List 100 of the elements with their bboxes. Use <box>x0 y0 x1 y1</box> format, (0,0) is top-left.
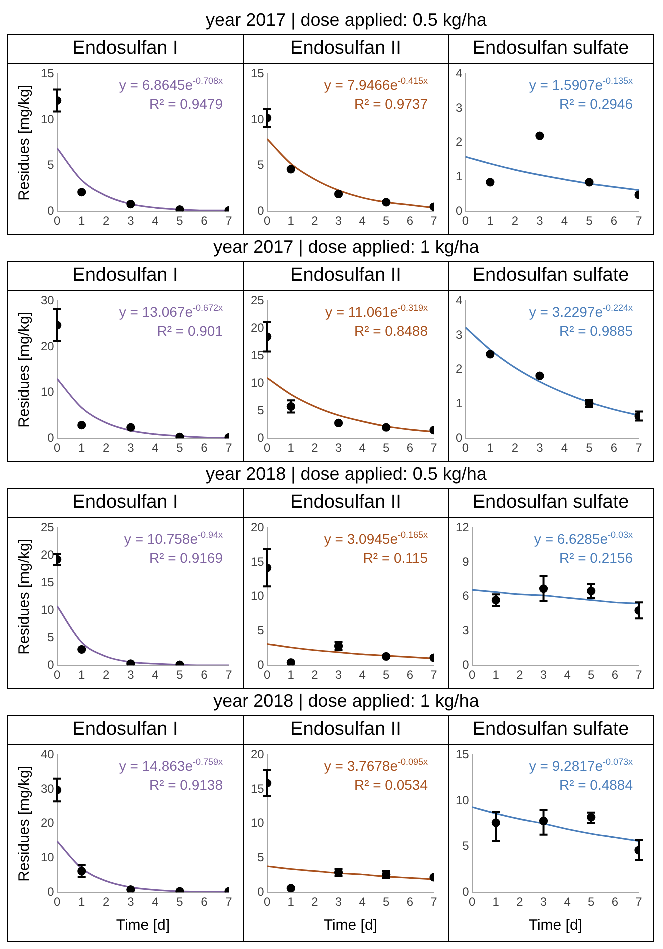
x-tick-label: 6 <box>406 895 414 910</box>
x-tick-label: 6 <box>612 668 619 682</box>
point <box>126 660 136 666</box>
y-tick-label: 1 <box>456 396 463 411</box>
point <box>126 200 136 209</box>
x-tick-label: 4 <box>152 668 160 682</box>
x-tick-label: 7 <box>636 441 643 456</box>
y-tick-label: 3 <box>456 100 463 115</box>
x-tick-label: 7 <box>636 214 643 228</box>
x-tick-label: 1 <box>78 668 86 682</box>
chart-title: Endosulfan II <box>244 716 448 745</box>
x-tick-label: 5 <box>383 668 390 682</box>
y-tick-label: 0 <box>258 430 265 445</box>
x-axis-title: Time [d] <box>116 917 170 934</box>
x-tick-label: 6 <box>406 441 414 456</box>
x-tick-label: 7 <box>226 895 233 910</box>
y-tick-label: 40 <box>40 748 55 762</box>
x-tick-label: 6 <box>201 214 208 228</box>
x-tick-label: 3 <box>536 214 544 228</box>
y-axis-title: Residues [mg/kg] <box>16 312 34 428</box>
x-tick-label: 7 <box>430 214 438 228</box>
x-tick-label: 4 <box>359 895 366 910</box>
x-tick-label: 3 <box>128 895 135 910</box>
annotation: R² = 0.4884 <box>559 777 634 794</box>
y-tick-label: 15 <box>250 554 265 569</box>
point <box>334 418 344 428</box>
x-tick-label: 4 <box>561 214 568 228</box>
x-tick-label: 6 <box>406 668 414 682</box>
y-tick-label: 30 <box>40 782 55 796</box>
y-tick-label: 6 <box>462 589 470 604</box>
x-tick-label: 4 <box>152 214 160 228</box>
annotation: R² = 0.8488 <box>354 323 428 340</box>
x-tick-label: 3 <box>128 441 135 456</box>
x-tick-label: 7 <box>226 441 233 456</box>
x-tick-label: 4 <box>561 441 568 456</box>
x-tick-label: 2 <box>103 441 110 456</box>
line-series <box>472 589 639 605</box>
chart-title: Endosulfan sulfate <box>449 35 653 64</box>
y-tick-label: 2 <box>456 362 463 376</box>
y-tick-label: 0 <box>456 430 463 445</box>
y-tick-label: 20 <box>40 339 55 354</box>
x-tick-label: 5 <box>383 214 390 228</box>
x-tick-label: 1 <box>487 441 494 456</box>
x-tick-label: 6 <box>610 214 618 228</box>
y-tick-label: 10 <box>456 793 470 808</box>
x-tick-label: 3 <box>536 441 544 456</box>
y-tick-label: 12 <box>456 520 470 535</box>
chart-title: Endosulfan II <box>244 35 448 64</box>
x-tick-label: 2 <box>512 441 519 456</box>
y-tick-label: 2 <box>456 135 463 150</box>
x-tick-label: 6 <box>406 214 414 228</box>
x-tick-label: 3 <box>540 895 548 910</box>
x-tick-label: 7 <box>636 668 643 682</box>
y-tick-label: 20 <box>250 320 265 335</box>
y-tick-label: 5 <box>462 839 470 854</box>
x-tick-label: 7 <box>226 668 233 682</box>
y-tick-label: 0 <box>48 884 55 899</box>
x-tick-label: 2 <box>512 214 519 228</box>
y-tick-label: 0 <box>462 658 470 672</box>
x-tick-label: 5 <box>383 441 390 456</box>
x-tick-label: 7 <box>226 214 233 228</box>
x-tick-label: 2 <box>516 668 524 682</box>
x-tick-label: 7 <box>430 668 438 682</box>
x-tick-label: 4 <box>359 668 366 682</box>
x-tick-label: 6 <box>201 668 208 682</box>
chart-title: Endosulfan II <box>244 489 448 518</box>
y-tick-label: 5 <box>258 158 265 172</box>
point <box>382 198 391 207</box>
y-tick-label: 0 <box>48 430 55 445</box>
x-tick-label: 2 <box>312 214 319 228</box>
point <box>382 652 391 661</box>
x-tick-label: 1 <box>78 441 86 456</box>
y-tick-label: 0 <box>456 204 463 218</box>
x-tick-label: 1 <box>288 214 295 228</box>
x-tick-label: 6 <box>201 441 208 456</box>
x-tick-label: 1 <box>78 214 86 228</box>
x-tick-label: 1 <box>492 668 500 682</box>
x-tick-label: 4 <box>152 441 160 456</box>
point <box>78 188 86 197</box>
point <box>486 178 495 187</box>
point <box>176 205 184 212</box>
y-tick-label: 0 <box>258 884 265 899</box>
chart-title: Endosulfan I <box>8 489 243 518</box>
x-tick-label: 4 <box>359 214 366 228</box>
y-tick-label: 5 <box>48 158 55 172</box>
x-tick-label: 5 <box>176 895 184 910</box>
y-tick-label: 15 <box>250 782 265 796</box>
point <box>486 350 495 359</box>
x-tick-label: 2 <box>103 895 110 910</box>
chart-subtitle: year 2018 | dose applied: 0.5 kg/ha <box>206 464 487 484</box>
annotation: R² = 0.9169 <box>149 550 224 566</box>
point <box>536 372 544 380</box>
y-tick-label: 15 <box>250 348 265 362</box>
chart-title: Endosulfan sulfate <box>449 489 653 518</box>
x-tick-label: 3 <box>128 668 135 682</box>
point <box>286 165 296 174</box>
x-tick-label: 3 <box>335 895 342 910</box>
y-tick-label: 15 <box>40 575 55 590</box>
chart-subtitle: year 2018 | dose applied: 1 kg/ha <box>214 691 480 711</box>
point <box>126 886 136 893</box>
